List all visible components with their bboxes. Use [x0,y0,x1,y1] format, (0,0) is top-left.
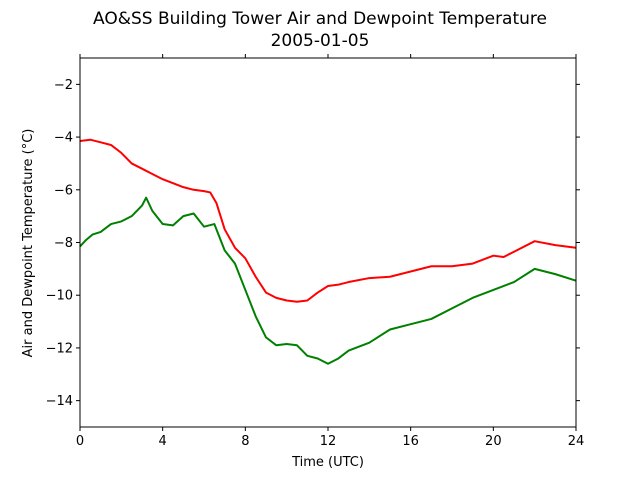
y-tick-label: −2 [54,78,73,93]
x-tick-label: 20 [485,434,502,449]
x-tick-label: 16 [402,434,419,449]
y-tick-label: −6 [54,183,73,198]
y-tick-label: −4 [54,131,73,146]
x-tick-label: 8 [241,434,249,449]
x-tick-label: 4 [159,434,167,449]
chart-subtitle: 2005-01-05 [271,31,370,51]
x-axis-label: Time (UTC) [291,455,364,470]
axis-ticks: 0 4 8 12 16 20 24 −14 −12 −10 −8 −6 −4 −2 [46,54,585,449]
x-tick-label: 24 [568,434,585,449]
y-tick-label: −10 [46,289,73,304]
y-tick-label: −8 [54,236,73,251]
plot-area [79,138,577,365]
series-line-0 [79,138,577,303]
x-tick-label: 0 [76,434,84,449]
chart-title: AO&SS Building Tower Air and Dewpoint Te… [93,9,547,29]
y-tick-label: −12 [46,341,73,356]
y-tick-label: −14 [46,394,73,409]
series-line-1 [79,196,577,365]
y-axis-label: Air and Dewpoint Temperature (°C) [21,129,36,358]
x-tick-label: 12 [320,434,337,449]
